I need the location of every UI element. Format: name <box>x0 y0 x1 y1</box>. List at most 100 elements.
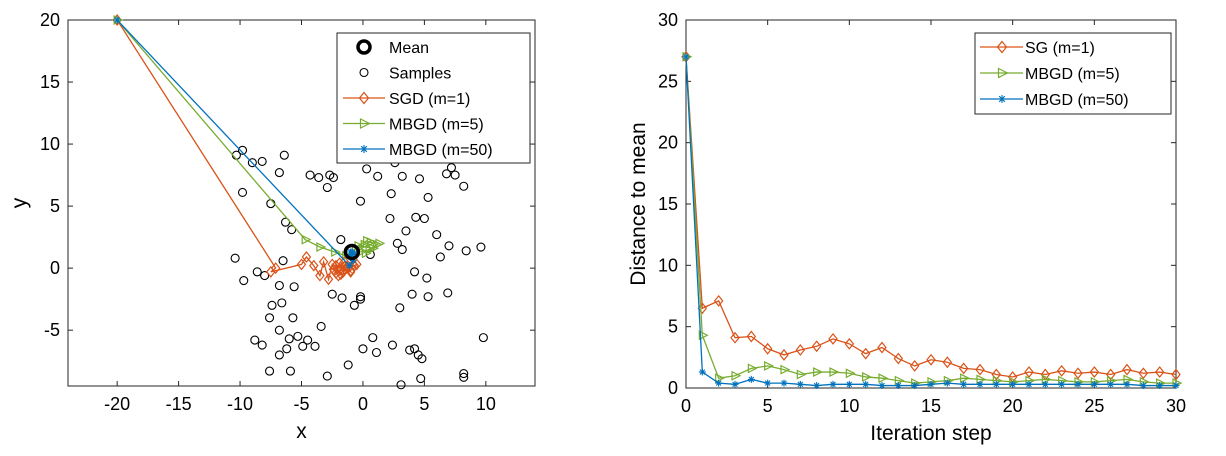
series-point <box>927 380 935 388</box>
sample-point <box>260 271 270 281</box>
series-point <box>1122 363 1132 376</box>
series-point <box>1123 374 1134 385</box>
legend-marker <box>356 39 372 55</box>
sample-point <box>461 246 471 256</box>
series-sg-m-1 <box>681 50 1181 383</box>
series-point <box>762 342 773 355</box>
series-point <box>960 373 971 384</box>
series-point <box>698 368 706 376</box>
series-mbgd-m-50 <box>113 16 358 270</box>
sample-point <box>459 369 469 379</box>
sample-point <box>237 187 248 198</box>
series-point <box>992 380 1000 388</box>
series-point <box>894 382 902 390</box>
sample-point <box>298 341 308 351</box>
sample-point <box>328 173 339 183</box>
series-point <box>975 363 985 376</box>
samples-group <box>230 145 488 390</box>
x-tick-label: 5 <box>763 396 773 416</box>
series-line <box>685 56 1177 378</box>
series-point <box>878 373 889 384</box>
sample-point <box>371 347 382 358</box>
series-point <box>270 262 281 275</box>
series-point <box>328 263 339 276</box>
series-point <box>1073 367 1083 380</box>
x-tick-label: -5 <box>293 394 309 414</box>
series-point <box>991 368 1002 381</box>
sample-point <box>450 170 460 180</box>
sample-point <box>397 244 407 255</box>
sample-point <box>322 371 332 381</box>
legend-label: MBGD (m=50) <box>389 142 493 159</box>
x-tick-label: 0 <box>358 394 368 414</box>
x-tick-label: 10 <box>476 394 496 414</box>
sample-point <box>274 280 284 291</box>
series-point <box>350 249 358 257</box>
y-tick-label: 30 <box>658 10 678 30</box>
sample-point <box>277 298 287 308</box>
sample-point <box>385 213 395 224</box>
y-axis-label: y <box>8 197 31 208</box>
sample-point <box>386 189 396 199</box>
series-point <box>375 238 386 249</box>
series-point <box>1107 380 1115 388</box>
series-point <box>862 380 870 388</box>
sample-point <box>343 360 353 370</box>
x-axis-label: Iteration step <box>870 422 991 445</box>
sample-point <box>252 267 262 277</box>
series-point <box>365 244 376 255</box>
sample-point <box>444 241 454 251</box>
y-tick-label: 15 <box>658 194 678 214</box>
series-point <box>747 375 755 383</box>
series-point <box>764 360 775 371</box>
sample-point <box>349 300 359 310</box>
series-point <box>877 341 887 354</box>
series-point <box>1139 382 1147 390</box>
sample-point <box>237 145 248 155</box>
sample-point <box>387 340 397 350</box>
sample-point <box>267 300 277 310</box>
sample-point <box>337 293 347 303</box>
series-point <box>1041 374 1052 385</box>
series-point <box>1154 366 1165 379</box>
series-point <box>878 382 886 390</box>
sample-point <box>314 173 324 183</box>
series-point <box>363 235 373 246</box>
line-plot-distance-to-mean: 0 5 10 15 20 25 30 0 5 10 15 20 25 30 Iteration step Di… <box>627 10 1186 445</box>
series-point <box>345 262 353 270</box>
series-point <box>1105 368 1116 381</box>
sample-point <box>257 156 267 166</box>
series-point <box>844 337 855 350</box>
series-point <box>731 380 739 388</box>
sample-point <box>230 253 240 263</box>
series-point <box>960 380 968 388</box>
sample-point <box>250 335 260 345</box>
series-point <box>862 371 873 382</box>
series-point <box>352 258 362 271</box>
sample-point <box>316 321 326 331</box>
sample-point <box>405 345 415 355</box>
series-point <box>1171 368 1181 381</box>
series-point <box>715 373 726 384</box>
sample-point <box>288 313 298 323</box>
sample-point <box>274 168 284 178</box>
x-tick-label: 5 <box>419 394 429 414</box>
sample-point <box>274 325 284 335</box>
legend-marker <box>360 145 368 153</box>
sample-point <box>478 333 488 343</box>
sample-point <box>289 282 299 292</box>
sample-point <box>392 238 402 248</box>
series-point <box>331 247 342 257</box>
series-point <box>795 344 806 356</box>
sample-point <box>278 256 288 266</box>
y-tick-label: 5 <box>50 196 60 216</box>
series-mbgd-m-50 <box>682 53 1180 390</box>
series-point <box>860 347 871 360</box>
series-point <box>845 380 853 388</box>
y-tick-label: 20 <box>658 133 678 153</box>
series-point <box>315 269 325 282</box>
series-point <box>731 370 742 381</box>
series-point <box>323 273 334 286</box>
sample-point <box>414 174 425 184</box>
series-point <box>1025 380 1033 388</box>
